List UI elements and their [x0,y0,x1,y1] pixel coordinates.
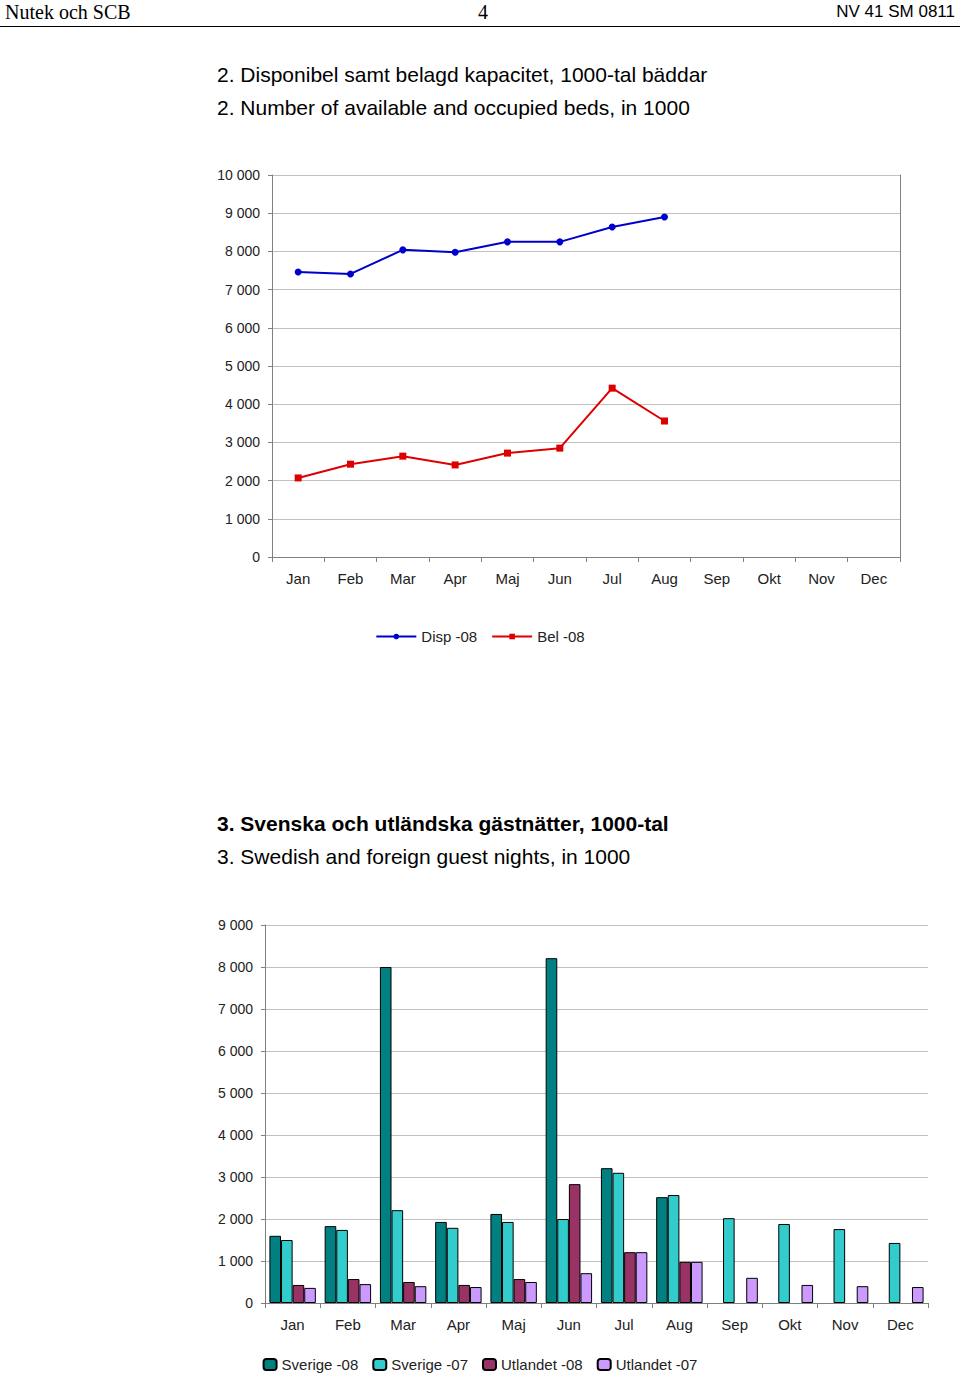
svg-text:9 000: 9 000 [225,205,260,221]
svg-text:Feb: Feb [335,1316,361,1333]
html-text:3. Swedish and foreign guest n: 3. Swedish and foreign guest nights, in … [217,845,631,868]
svg-text:Feb: Feb [338,570,364,587]
svg-text:Utlandet -08: Utlandet -08 [501,1356,583,1373]
svg-text:8 000: 8 000 [225,243,260,259]
svg-text:Sep: Sep [703,570,730,587]
svg-text:Utlandet -07: Utlandet -07 [616,1356,698,1373]
svg-text:Sverige -07: Sverige -07 [391,1356,468,1373]
svg-text:5 000: 5 000 [225,358,260,374]
svg-text:7 000: 7 000 [218,1001,253,1017]
svg-text:Apr: Apr [447,1316,470,1333]
svg-text:9 000: 9 000 [218,917,253,933]
svg-text:Okt: Okt [757,570,781,587]
svg-text:Nov: Nov [808,570,835,587]
svg-text:2 000: 2 000 [218,1211,253,1227]
svg-text:7 000: 7 000 [225,282,260,298]
svg-text:Jan: Jan [286,570,310,587]
svg-text:4 000: 4 000 [218,1127,253,1143]
svg-text:1 000: 1 000 [218,1253,253,1269]
svg-text:4 000: 4 000 [225,396,260,412]
svg-text:Jun: Jun [548,570,572,587]
svg-text:8 000: 8 000 [218,959,253,975]
html-text:2. Number of available and occ: 2. Number of available and occupied beds… [217,96,690,119]
svg-text:Aug: Aug [651,570,678,587]
svg-text:Dec: Dec [887,1316,914,1333]
svg-text:6 000: 6 000 [225,320,260,336]
svg-text:Dec: Dec [860,570,887,587]
svg-text:Disp -08: Disp -08 [421,628,477,645]
html-text:3. Svenska och utländska gästn: 3. Svenska och utländska gästnätter, 100… [217,812,669,835]
svg-text:3 000: 3 000 [218,1169,253,1185]
html-text:4: 4 [478,1,488,23]
svg-text:1 000: 1 000 [225,511,260,527]
svg-text:Jan: Jan [281,1316,305,1333]
svg-text:3 000: 3 000 [225,434,260,450]
svg-text:Maj: Maj [495,570,519,587]
svg-text:Jun: Jun [557,1316,581,1333]
svg-text:Bel -08: Bel -08 [537,628,585,645]
svg-text:Jul: Jul [615,1316,634,1333]
svg-text:Jul: Jul [603,570,622,587]
html-text:2. Disponibel samt belagd kapa: 2. Disponibel samt belagd kapacitet, 100… [217,63,708,86]
html-text:Nutek och SCB: Nutek och SCB [5,1,131,23]
svg-text:10 000: 10 000 [217,167,260,183]
svg-text:6 000: 6 000 [218,1043,253,1059]
svg-text:Mar: Mar [390,570,416,587]
svg-text:Apr: Apr [443,570,466,587]
svg-text:Sverige -08: Sverige -08 [282,1356,359,1373]
svg-text:0: 0 [245,1295,253,1311]
svg-text:Mar: Mar [390,1316,416,1333]
svg-text:Nov: Nov [832,1316,859,1333]
svg-text:5 000: 5 000 [218,1085,253,1101]
svg-text:Aug: Aug [666,1316,693,1333]
svg-text:Okt: Okt [778,1316,802,1333]
svg-text:2 000: 2 000 [225,473,260,489]
svg-text:Sep: Sep [721,1316,748,1333]
html-text:NV 41 SM 0811: NV 41 SM 0811 [836,2,955,21]
svg-text:Maj: Maj [502,1316,526,1333]
svg-text:0: 0 [252,549,260,565]
